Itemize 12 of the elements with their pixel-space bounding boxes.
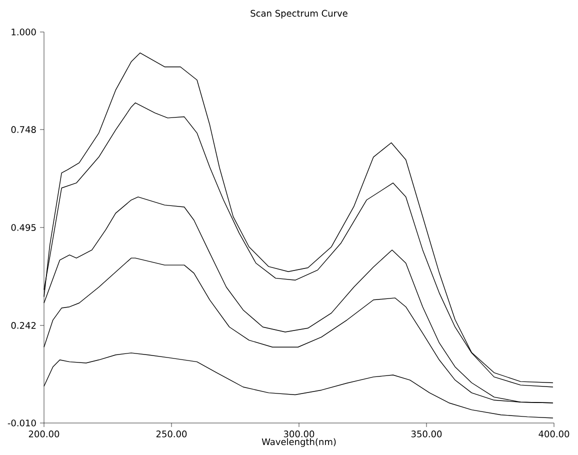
y-tick-label: 0.495	[11, 224, 36, 231]
y-tick-label: 0.242	[11, 322, 36, 329]
x-tick-label: 250.00	[156, 430, 187, 438]
y-tick-label: 1.000	[12, 28, 36, 36]
y-tick-label: -0.010	[8, 420, 36, 426]
y-tick-label: 0.748	[11, 126, 36, 133]
x-tick-label: 200.00	[28, 430, 60, 438]
x-tick-label: 300.00	[284, 430, 314, 438]
chart-title: Scan Spectrum Curve	[250, 10, 348, 18]
x-tick-label: 400.00	[538, 430, 570, 438]
x-tick-label: 350.00	[411, 430, 442, 438]
x-axis-title: Wavelength(nm)	[262, 438, 336, 447]
